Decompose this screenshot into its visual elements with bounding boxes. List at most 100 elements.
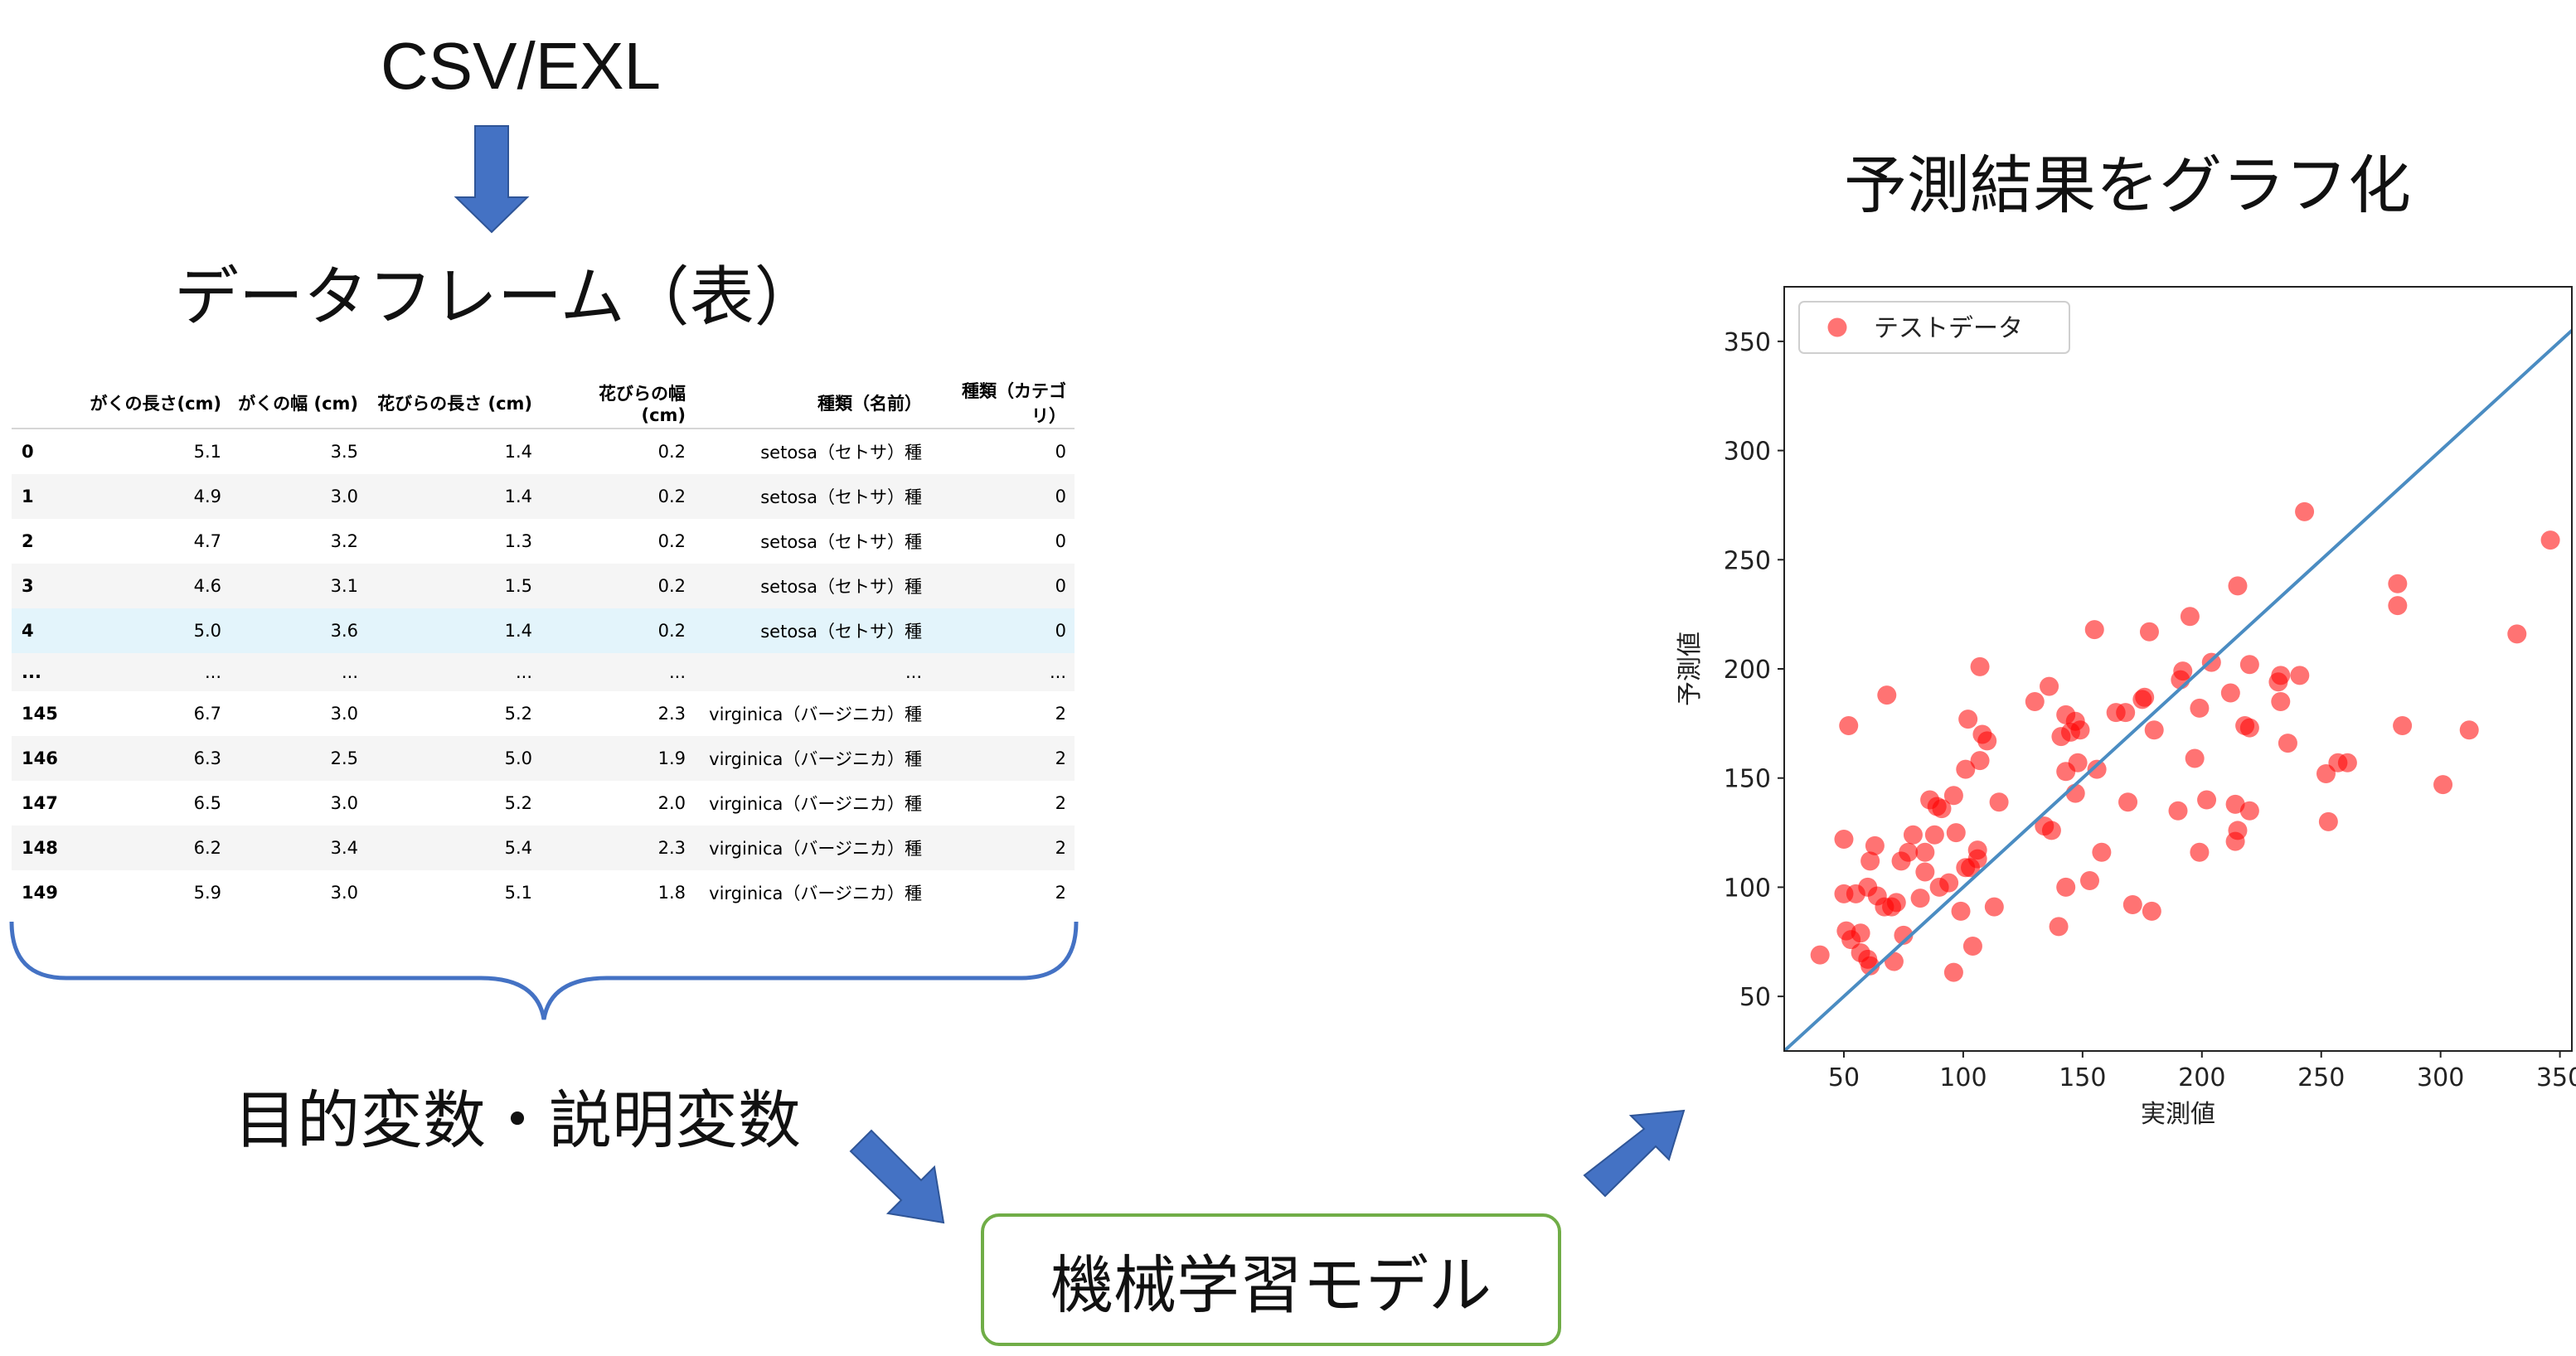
data-point	[2388, 596, 2408, 616]
data-point	[2087, 759, 2107, 779]
data-point	[2092, 842, 2112, 862]
table-cell: virginica（バージニカ）種	[709, 705, 922, 724]
table-cell: 0	[1055, 442, 1066, 462]
table-cell: setosa（セトサ）種	[760, 443, 922, 462]
table-header-cell: がくの長さ(cm)	[68, 378, 230, 429]
table-cell: 2.3	[657, 838, 686, 858]
data-point	[1810, 945, 1830, 965]
table-cell: virginica（バージニカ）種	[709, 839, 922, 859]
table-cell: 4.6	[193, 576, 221, 596]
table-cell: ...	[204, 662, 221, 682]
data-point	[2228, 821, 2248, 840]
table-cell: 5.0	[193, 621, 221, 641]
row-index-cell: 2	[22, 531, 34, 551]
data-point	[1970, 751, 1990, 771]
legend-label: テストデータ	[1874, 314, 2023, 343]
data-point	[1970, 656, 1990, 676]
table-cell: 3.1	[330, 576, 358, 596]
data-point	[1886, 893, 1906, 913]
table-cell: 2	[1055, 793, 1066, 813]
row-index-cell: 146	[22, 748, 58, 768]
y-tick-label: 50	[1739, 983, 1771, 1012]
y-tick-label: 350	[1724, 328, 1771, 357]
row-index-cell: ...	[22, 662, 41, 682]
table-cell: ...	[905, 662, 922, 682]
data-point	[2049, 917, 2069, 937]
data-point	[2271, 692, 2291, 712]
table-cell: 3.0	[330, 883, 358, 903]
data-point	[1903, 825, 1923, 845]
data-point	[1834, 829, 1854, 849]
table-cell: 5.1	[193, 442, 221, 462]
table-cell: 0	[1055, 621, 1066, 641]
data-point	[2142, 901, 2161, 921]
table-cell: 1.4	[504, 621, 532, 641]
data-point	[1910, 889, 1930, 908]
data-point	[2185, 748, 2205, 768]
row-index-cell: 147	[22, 793, 58, 813]
table-cell: 3.6	[330, 621, 358, 641]
data-point	[2228, 576, 2248, 596]
table-cell: 2.3	[657, 704, 686, 724]
data-point	[2239, 718, 2259, 738]
data-point	[1839, 715, 1859, 735]
legend-marker	[1827, 317, 1847, 337]
data-point	[2139, 622, 2159, 642]
table-cell: 5.1	[504, 883, 532, 903]
data-point	[2393, 715, 2413, 735]
table-cell: setosa（セトサ）種	[760, 577, 922, 597]
table-cell: 3.0	[330, 793, 358, 813]
table-cell: virginica（バージニカ）種	[709, 749, 922, 769]
data-point	[1946, 823, 1966, 843]
data-point	[2239, 801, 2259, 821]
y-tick-label: 300	[1724, 438, 1771, 467]
row-index-cell: 1	[22, 487, 34, 506]
data-point	[1860, 956, 1880, 976]
table-cell: 0	[1055, 576, 1066, 596]
row-index-cell: 145	[22, 704, 58, 724]
table-cell: 2.0	[657, 793, 686, 813]
table-row: .....................	[12, 653, 1075, 691]
table-cell: 3.4	[330, 838, 358, 858]
table-row: 146 6.3 2.5 5.0 1.9 virginica（バージニカ）種 2	[12, 736, 1075, 781]
x-tick-label: 250	[2297, 1063, 2345, 1092]
row-index-cell: 149	[22, 883, 58, 903]
table-cell: virginica（バージニカ）種	[709, 794, 922, 814]
table-cell: setosa（セトサ）種	[760, 487, 922, 507]
data-point	[1939, 873, 1959, 893]
table-cell: 2	[1055, 883, 1066, 903]
data-point	[2118, 792, 2138, 812]
table-cell: 2.5	[330, 748, 358, 768]
table-header-row: がくの長さ(cm) がくの幅 (cm) 花びらの長さ (cm) 花びらの幅 (cm) 種…	[12, 378, 1075, 429]
data-point	[1851, 923, 1870, 943]
arrow-to-graph-icon	[1583, 1109, 1686, 1198]
model-label: 機械学習モデル	[1050, 1248, 1492, 1322]
table-cell: 1.8	[657, 883, 686, 903]
table-cell: 0	[1055, 531, 1066, 551]
x-tick-label: 200	[2178, 1063, 2225, 1092]
data-point	[1865, 835, 1885, 855]
data-point	[1943, 786, 1963, 806]
data-point	[2278, 734, 2297, 753]
y-tick-label: 250	[1724, 546, 1771, 575]
table-header-cell: 花びらの長さ (cm)	[366, 378, 541, 429]
table-cell: 6.7	[193, 704, 221, 724]
table-cell: 1.3	[504, 531, 532, 551]
table-cell: 1.9	[657, 748, 686, 768]
table-row: 145 6.7 3.0 5.2 2.3 virginica（バージニカ）種 2	[12, 691, 1075, 736]
table-cell: 0	[1055, 487, 1066, 506]
data-point	[2144, 720, 2164, 740]
table-cell: setosa（セトサ）種	[760, 622, 922, 642]
table-cell: 5.9	[193, 883, 221, 903]
data-point	[2180, 607, 2200, 627]
table-row: 4 5.0 3.6 1.4 0.2 setosa（セトサ）種 0	[12, 608, 1075, 653]
data-point	[2056, 877, 2076, 897]
table-header-cell: がくの幅 (cm)	[230, 378, 366, 429]
table-row: 148 6.2 3.4 5.4 2.3 virginica（バージニカ）種 2	[12, 826, 1075, 870]
data-point	[2116, 703, 2136, 723]
table-cell: 6.5	[193, 793, 221, 813]
data-point	[2122, 895, 2142, 915]
data-point	[2507, 624, 2527, 644]
data-point	[2041, 821, 2061, 840]
